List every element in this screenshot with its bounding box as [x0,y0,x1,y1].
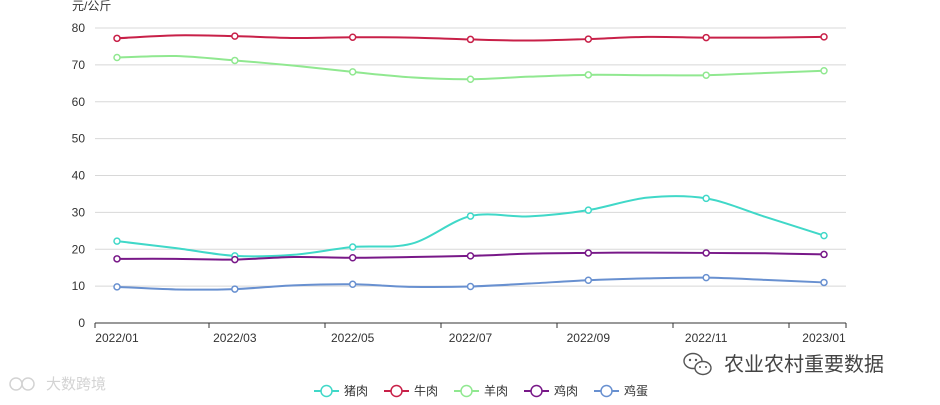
data-point[interactable] [231,32,239,40]
data-point[interactable] [113,34,121,43]
legend-label: 牛肉 [414,383,438,398]
wechat-icon [683,352,712,376]
data-point[interactable] [584,206,593,214]
x-tick-label: 2022/05 [331,331,375,345]
series-3 [113,53,828,84]
data-point[interactable] [348,68,357,76]
data-point[interactable] [702,273,710,282]
wechat-watermark: 农业农村重要数据 [683,352,884,376]
data-point[interactable] [702,194,710,203]
y-tick-label: 60 [72,95,86,109]
data-point[interactable] [820,231,828,240]
x-tick-label: 2023/01 [802,331,846,345]
y-tick-label: 70 [72,58,86,72]
y-axis: 0 10 20 30 40 50 60 70 80 [72,21,86,330]
data-point[interactable] [584,249,593,257]
data-point[interactable] [702,249,710,257]
legend-item[interactable]: 牛肉 [384,383,438,398]
left-watermark: 大数跨境 [9,375,106,393]
data-point[interactable] [348,280,357,289]
y-tick-label: 10 [72,279,86,293]
data-point[interactable] [702,71,710,79]
data-point[interactable] [584,276,593,284]
data-point[interactable] [466,212,475,220]
data-point[interactable] [113,255,121,263]
y-tick-label: 80 [72,21,86,35]
data-point[interactable] [348,33,357,41]
legend-label: 猪肉 [344,384,368,398]
legend-item[interactable]: 猪肉 [314,384,368,398]
legend-marker-icon [390,384,403,398]
data-point[interactable] [113,53,121,62]
legend-label: 羊肉 [484,383,508,398]
data-point[interactable] [702,33,710,42]
data-point[interactable] [348,253,357,262]
y-tick-label: 40 [72,169,86,183]
legend-label: 鸡蛋 [624,383,648,398]
y-tick-label: 20 [72,242,86,256]
legend[interactable]: 猪肉 牛肉 羊肉 鸡肉 鸡蛋 [314,383,648,398]
legend-item[interactable]: 鸡肉 [524,383,578,398]
data-point[interactable] [820,67,828,75]
series-5 [113,273,828,293]
y-tick-label: 30 [72,205,86,219]
data-point[interactable] [820,33,828,41]
data-point[interactable] [231,255,239,264]
data-point[interactable] [820,250,828,259]
x-tick-label: 2022/07 [449,331,493,345]
data-point[interactable] [820,278,828,287]
legend-marker-icon [600,384,613,398]
legend-marker-icon [320,384,333,398]
legend-item[interactable]: 鸡蛋 [594,383,648,398]
data-point[interactable] [466,282,475,291]
x-tick-label: 2022/01 [95,331,139,345]
data-point[interactable] [584,71,593,79]
x-tick-label: 2022/03 [213,331,257,345]
data-point[interactable] [348,243,357,251]
series-4 [113,249,828,264]
legend-marker-icon [530,384,543,398]
y-tick-label: 0 [78,316,85,330]
watermark-text-left: 大数跨境 [46,375,106,393]
legend-item[interactable]: 羊肉 [454,383,508,398]
data-point[interactable] [466,35,475,44]
data-point[interactable] [466,75,475,84]
data-point[interactable] [113,283,121,291]
series-line [116,195,825,258]
grid-lines [95,27,846,287]
legend-label: 鸡肉 [554,383,578,398]
x-tick-label: 2022/11 [685,331,728,345]
brand-logo-icon [9,377,35,391]
data-point[interactable] [231,285,239,293]
series-2 [113,32,828,44]
x-tick-label: 2022/09 [567,331,611,345]
data-point[interactable] [231,56,239,65]
data-point[interactable] [466,252,475,260]
y-tick-label: 50 [72,132,86,146]
data-point[interactable] [584,35,593,43]
legend-marker-icon [460,384,473,398]
data-point[interactable] [113,237,121,245]
watermark-text-right: 农业农村重要数据 [724,353,884,376]
series-group [113,32,828,293]
x-axis: 2022/01 2022/03 2022/05 2022/07 2022/09 2022/… [94,322,847,345]
y-axis-unit-label: 元/公斤 [72,0,111,13]
